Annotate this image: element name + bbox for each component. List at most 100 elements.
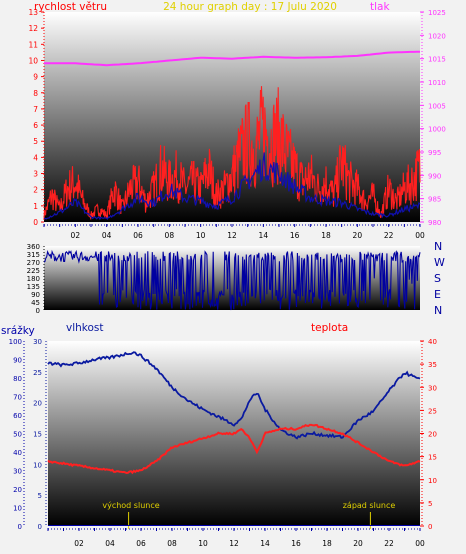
direction-tick-label: 270 — [27, 259, 40, 267]
time-tick-label: 16 — [291, 539, 301, 548]
data-layer: východ slunce západ slunce — [43, 50, 421, 529]
compass-label: N — [434, 304, 442, 317]
time-tick-label: 00 — [415, 231, 425, 240]
sunset-label: západ slunce — [343, 501, 396, 510]
temperature-series — [47, 423, 421, 475]
time-tick-label: 04 — [105, 539, 115, 548]
time-tick-label: 02 — [74, 539, 84, 548]
wind-tick-label: 0 — [33, 218, 38, 227]
time-tick-label: 12 — [227, 231, 237, 240]
wind-tick-label: 7 — [33, 105, 38, 114]
temperature-tick-label: 20 — [428, 431, 437, 439]
wind-tick-label: 10 — [28, 56, 38, 65]
wind-tick-label: 3 — [33, 170, 38, 179]
time-tick-label: 20 — [353, 231, 363, 240]
rain-axis-label: srážky — [1, 325, 35, 337]
rain-tick-label: 40 — [13, 449, 22, 457]
wind-tick-label: 12 — [28, 24, 38, 33]
rain-tick-label: 100 — [9, 338, 22, 346]
time-tick-label: 02 — [71, 231, 81, 240]
wind-gust-series — [43, 86, 421, 221]
time-tick-label: 14 — [260, 539, 270, 548]
wind-direction-series — [43, 249, 421, 311]
time-tick-label: 20 — [353, 539, 363, 548]
rain-tick-label: 70 — [13, 394, 22, 402]
pressure-tick-label: 1025 — [428, 9, 446, 17]
pressure-tick-label: 980 — [428, 219, 441, 227]
wind-axis-label: rychlost větru — [34, 1, 107, 13]
rain-tick-label: 80 — [13, 375, 22, 383]
rain-tick-label: 10 — [13, 505, 22, 513]
direction-tick-label: 135 — [27, 283, 40, 291]
wind-tick-label: 9 — [33, 73, 38, 82]
wind-tick-label: 4 — [33, 153, 38, 162]
humidity-tick-label: 0 — [38, 523, 42, 531]
direction-tick-label: 90 — [31, 291, 40, 299]
humidity-tick-label: 20 — [33, 400, 42, 408]
pressure-axis-label: tlak — [370, 1, 390, 13]
axes-layer: 0123456789101112139809859909951000100510… — [9, 8, 446, 548]
compass-label: N — [434, 240, 442, 253]
direction-tick-label: 225 — [27, 267, 40, 275]
pressure-tick-label: 1010 — [428, 79, 446, 87]
time-tick-label: 00 — [415, 539, 425, 548]
time-tick-label: 10 — [196, 231, 206, 240]
wind-average-series — [43, 152, 421, 221]
time-tick-label: 12 — [229, 539, 239, 548]
rain-tick-label: 90 — [13, 357, 22, 365]
temperature-axis-label: teplota — [311, 322, 348, 334]
wind-tick-label: 2 — [33, 186, 38, 195]
pressure-tick-label: 1005 — [428, 102, 446, 110]
pressure-tick-label: 1000 — [428, 126, 446, 134]
temperature-tick-label: 40 — [428, 338, 437, 346]
time-tick-label: 22 — [384, 231, 394, 240]
humidity-tick-label: 15 — [33, 431, 42, 439]
temperature-tick-label: 25 — [428, 407, 437, 415]
direction-tick-label: 360 — [27, 243, 40, 251]
rain-tick-label: 50 — [13, 431, 22, 439]
temperature-tick-label: 5 — [428, 500, 432, 508]
wind-tick-label: 1 — [33, 202, 38, 211]
direction-tick-label: 0 — [36, 307, 40, 315]
humidity-series — [47, 351, 421, 440]
pressure-tick-label: 985 — [428, 196, 441, 204]
compass-label: W — [434, 256, 445, 269]
pressure-series — [44, 50, 421, 67]
temperature-tick-label: 30 — [428, 384, 437, 392]
temperature-tick-label: 15 — [428, 454, 437, 462]
sunrise-label: východ slunce — [102, 501, 159, 510]
compass-label: E — [434, 288, 441, 301]
rain-tick-label: 60 — [13, 412, 22, 420]
pressure-tick-label: 1015 — [428, 56, 446, 64]
time-tick-label: 08 — [165, 231, 175, 240]
temperature-tick-label: 0 — [428, 523, 432, 531]
time-tick-label: 10 — [198, 539, 208, 548]
humidity-tick-label: 5 — [38, 492, 42, 500]
temperature-tick-label: 10 — [428, 477, 437, 485]
humidity-tick-label: 30 — [33, 338, 42, 346]
chart-title: 24 hour graph day : 17 Julu 2020 — [163, 1, 337, 13]
humidity-tick-label: 10 — [33, 461, 42, 469]
humidity-axis-label: vlhkost — [66, 322, 104, 334]
pressure-tick-label: 995 — [428, 149, 441, 157]
wind-tick-label: 8 — [33, 89, 38, 98]
time-tick-label: 18 — [322, 539, 332, 548]
wind-tick-label: 6 — [33, 121, 38, 130]
time-tick-label: 16 — [290, 231, 300, 240]
rain-tick-label: 0 — [18, 523, 22, 531]
time-tick-label: 18 — [321, 231, 331, 240]
pressure-tick-label: 990 — [428, 172, 441, 180]
time-tick-label: 08 — [167, 539, 177, 548]
time-tick-label: 22 — [384, 539, 394, 548]
rain-tick-label: 20 — [13, 486, 22, 494]
pressure-tick-label: 1020 — [428, 32, 446, 40]
wind-tick-label: 11 — [28, 40, 38, 49]
humidity-tick-label: 25 — [33, 369, 42, 377]
direction-tick-label: 45 — [31, 299, 40, 307]
time-tick-label: 06 — [136, 539, 146, 548]
direction-tick-label: 180 — [27, 275, 40, 283]
time-tick-label: 04 — [102, 231, 112, 240]
direction-tick-label: 315 — [27, 251, 40, 259]
